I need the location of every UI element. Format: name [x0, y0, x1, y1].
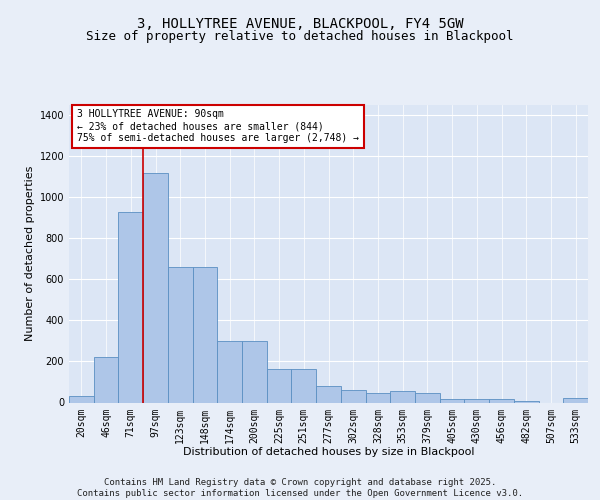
Y-axis label: Number of detached properties: Number of detached properties — [25, 166, 35, 342]
Bar — [267, 368, 292, 402]
Bar — [242, 341, 267, 402]
Bar — [341, 390, 365, 402]
Bar — [69, 396, 94, 402]
Bar — [489, 400, 514, 402]
Text: Contains HM Land Registry data © Crown copyright and database right 2025.
Contai: Contains HM Land Registry data © Crown c… — [77, 478, 523, 498]
Bar — [292, 368, 316, 402]
Bar — [464, 400, 489, 402]
Bar — [118, 212, 143, 402]
Bar — [193, 267, 217, 402]
X-axis label: Distribution of detached houses by size in Blackpool: Distribution of detached houses by size … — [183, 447, 474, 457]
Text: 3, HOLLYTREE AVENUE, BLACKPOOL, FY4 5GW: 3, HOLLYTREE AVENUE, BLACKPOOL, FY4 5GW — [137, 18, 463, 32]
Bar — [168, 267, 193, 402]
Bar — [217, 341, 242, 402]
Bar — [316, 386, 341, 402]
Text: Size of property relative to detached houses in Blackpool: Size of property relative to detached ho… — [86, 30, 514, 43]
Bar — [440, 400, 464, 402]
Text: 3 HOLLYTREE AVENUE: 90sqm
← 23% of detached houses are smaller (844)
75% of semi: 3 HOLLYTREE AVENUE: 90sqm ← 23% of detac… — [77, 110, 359, 142]
Bar — [94, 358, 118, 403]
Bar — [563, 398, 588, 402]
Bar — [365, 394, 390, 402]
Bar — [143, 172, 168, 402]
Bar — [390, 391, 415, 402]
Bar — [415, 394, 440, 402]
